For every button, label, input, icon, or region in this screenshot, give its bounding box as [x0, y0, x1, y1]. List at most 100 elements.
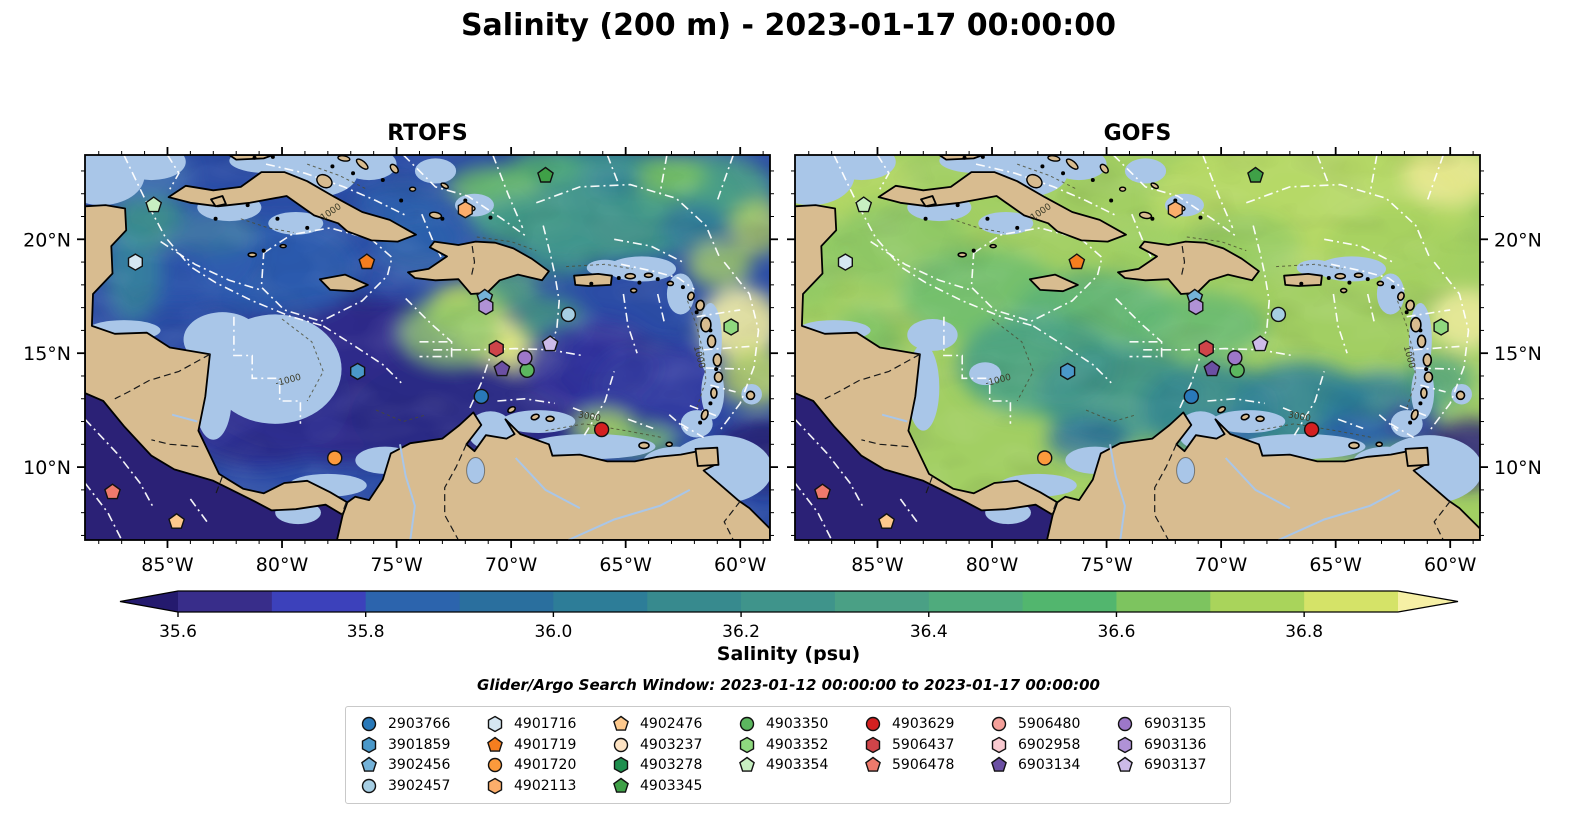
- legend-float-id: 5906478: [892, 757, 955, 774]
- circle-marker-icon: [613, 737, 629, 752]
- hexagon-marker-icon: [487, 715, 503, 733]
- float-marker-5906478: [104, 483, 121, 500]
- hexagon-marker-icon-glyph: [361, 736, 377, 754]
- legend-item: 6903135: [1116, 714, 1206, 735]
- float-marker-4903345: [1247, 166, 1264, 183]
- legend-item: 6903137: [1116, 755, 1206, 776]
- float-marker-4901719: [358, 253, 376, 270]
- pentagon-marker-icon: [865, 756, 881, 773]
- float-marker-6903135: [1227, 350, 1243, 366]
- x-tick-label: 65°W: [1309, 554, 1362, 576]
- circle-marker-icon-glyph: [613, 737, 629, 752]
- x-tick-label: 75°W: [370, 554, 423, 576]
- colorbar-tick-label: 35.6: [159, 622, 197, 642]
- legend-item: 4902476: [612, 714, 702, 735]
- legend-item: 4901716: [486, 714, 576, 735]
- y-tick-label: 20°N: [23, 229, 71, 251]
- float-marker-6903137: [541, 335, 559, 352]
- page-title: Salinity (200 m) - 2023-01-17 00:00:00: [460, 8, 1117, 43]
- legend-column: 6903135 6903136 6903137: [1116, 714, 1206, 776]
- y-tick-label: 15°N: [23, 343, 71, 365]
- pentagon-marker-icon-glyph: [487, 736, 503, 752]
- float-marker-2903766: [1183, 388, 1200, 405]
- legend-item: 5906437: [864, 735, 954, 756]
- colorbar-tick-label: 36.8: [1285, 622, 1323, 642]
- float-marker-3902457: [1270, 306, 1287, 323]
- hexagon-marker-icon-glyph: [739, 736, 755, 754]
- legend-item: 4903237: [612, 735, 702, 756]
- float-marker-4903354: [855, 196, 873, 213]
- x-tick-label: 65°W: [599, 554, 652, 576]
- depth-contour-label: 3000: [1287, 410, 1312, 424]
- float-marker-6903136: [478, 297, 494, 316]
- x-tick-label: 80°W: [966, 554, 1019, 576]
- legend-item: 4903278: [612, 755, 702, 776]
- search-window-note: Glider/Argo Search Window: 2023-01-12 00…: [477, 676, 1100, 694]
- legend-float-id: 3902456: [388, 757, 451, 774]
- float-marker-4903345: [537, 166, 554, 183]
- colorbar-label: Salinity (psu): [716, 643, 861, 665]
- colorbar-tick-label: 36.4: [910, 622, 948, 642]
- pentagon-marker-icon: [739, 756, 755, 773]
- colorbar-tick-label: 35.8: [347, 622, 385, 642]
- float-marker-5906478: [814, 483, 831, 500]
- legend-float-id: 4902476: [640, 716, 703, 733]
- y-tick-label: 20°N: [1494, 229, 1542, 251]
- legend-float-id: 6903136: [1144, 736, 1207, 753]
- circle-marker-icon-glyph: [865, 717, 881, 732]
- legend-float-id: 4903237: [640, 736, 703, 753]
- float-marker-4901720: [327, 450, 343, 466]
- legend-item: 5906480: [990, 714, 1080, 735]
- x-tick-label: 80°W: [256, 554, 309, 576]
- float-marker-6903134: [493, 360, 511, 377]
- pentagon-marker-icon: [991, 756, 1007, 773]
- y-tick-label: 10°N: [23, 457, 71, 479]
- pentagon-marker-icon: [613, 715, 629, 732]
- pentagon-marker-icon-glyph: [865, 756, 881, 773]
- legend-item: 4901720: [486, 755, 576, 776]
- pentagon-marker-icon-glyph: [613, 715, 629, 732]
- float-marker-4903352: [723, 318, 739, 336]
- legend-column: 4901716 4901719 4901720 4902113: [486, 714, 576, 796]
- legend-float-id: 4903278: [640, 757, 703, 774]
- legend-float-id: 4902113: [514, 777, 577, 794]
- colorbar-tick-label: 36.6: [1098, 622, 1136, 642]
- pentagon-marker-icon: [487, 736, 503, 752]
- legend-item: 4902113: [486, 776, 576, 797]
- legend-item: 4901719: [486, 735, 576, 756]
- x-tick-label: 70°W: [485, 554, 538, 576]
- panel-title-rtofs: RTOFS: [387, 121, 468, 146]
- legend-item: 6903136: [1116, 735, 1206, 756]
- legend-float-id: 6903134: [1018, 757, 1081, 774]
- hexagon-marker-icon-glyph: [1117, 736, 1133, 754]
- float-legend: 2903766 3901859 3902456 3902457 4901716 49017…: [345, 706, 1231, 804]
- legend-item: 4903354: [738, 755, 828, 776]
- colorbar-tick-label: 36.0: [534, 622, 572, 642]
- float-marker-5906437: [488, 339, 504, 358]
- circle-marker-icon-glyph: [361, 717, 377, 732]
- legend-column: 2903766 3901859 3902456 3902457: [360, 714, 450, 796]
- hexagon-marker-icon-glyph: [487, 715, 503, 733]
- x-tick-label: 75°W: [1080, 554, 1133, 576]
- legend-item: 3902457: [360, 776, 450, 797]
- legend-float-id: 3902457: [388, 777, 451, 794]
- legend-item: 4903352: [738, 735, 828, 756]
- hexagon-marker-icon-glyph: [865, 736, 881, 754]
- hexagon-marker-icon: [1117, 736, 1133, 754]
- legend-float-id: 4903354: [766, 757, 829, 774]
- circle-marker-icon-glyph: [739, 717, 755, 732]
- float-marker-4903350: [1229, 362, 1245, 378]
- float-marker-4903352: [1433, 318, 1449, 336]
- float-marker-4901720: [1037, 450, 1053, 466]
- x-tick-label: 85°W: [141, 554, 194, 576]
- legend-item: 6902958: [990, 735, 1080, 756]
- legend-float-id: 6903137: [1144, 757, 1207, 774]
- legend-item: 4903350: [738, 714, 828, 735]
- legend-item: 2903766: [360, 714, 450, 735]
- circle-marker-icon-glyph: [361, 778, 377, 793]
- x-tick-label: 70°W: [1195, 554, 1248, 576]
- legend-float-id: 4903629: [892, 716, 955, 733]
